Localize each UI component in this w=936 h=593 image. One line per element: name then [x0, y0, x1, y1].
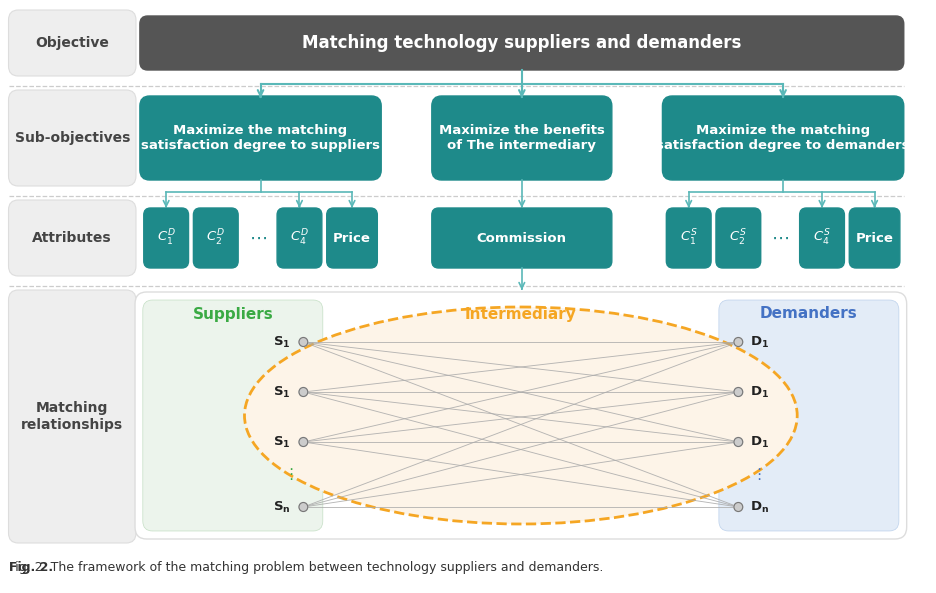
Text: $\vdots$: $\vdots$: [283, 467, 293, 483]
Text: Maximize the matching
satisfaction degree to suppliers: Maximize the matching satisfaction degre…: [141, 124, 380, 152]
Text: Demanders: Demanders: [760, 307, 857, 321]
Circle shape: [299, 337, 308, 346]
FancyBboxPatch shape: [799, 208, 844, 268]
Circle shape: [299, 438, 308, 447]
FancyBboxPatch shape: [8, 10, 136, 76]
Text: $\mathbf{S_1}$: $\mathbf{S_1}$: [273, 384, 291, 400]
FancyBboxPatch shape: [431, 208, 612, 268]
FancyBboxPatch shape: [277, 208, 322, 268]
FancyBboxPatch shape: [8, 90, 136, 186]
Text: $\mathbf{S_n}$: $\mathbf{S_n}$: [273, 499, 291, 515]
Text: $C_2^D$: $C_2^D$: [206, 228, 226, 248]
FancyBboxPatch shape: [139, 96, 381, 180]
Text: Objective: Objective: [36, 36, 110, 50]
Text: Commission: Commission: [476, 231, 567, 244]
FancyBboxPatch shape: [431, 96, 612, 180]
Circle shape: [299, 502, 308, 512]
Text: $\mathbf{S_1}$: $\mathbf{S_1}$: [273, 435, 291, 449]
Text: $\cdots$: $\cdots$: [249, 229, 267, 247]
Text: Sub-objectives: Sub-objectives: [15, 131, 130, 145]
Text: $\mathbf{D_n}$: $\mathbf{D_n}$: [751, 499, 769, 515]
Text: $\mathbf{D_1}$: $\mathbf{D_1}$: [751, 435, 769, 449]
FancyBboxPatch shape: [135, 292, 907, 539]
Text: $C_1^D$: $C_1^D$: [156, 228, 176, 248]
Text: $\cdots$: $\cdots$: [771, 229, 789, 247]
Text: Price: Price: [856, 231, 894, 244]
Ellipse shape: [244, 307, 797, 524]
FancyBboxPatch shape: [327, 208, 377, 268]
Circle shape: [734, 438, 743, 447]
Text: $\vdots$: $\vdots$: [751, 467, 761, 483]
Text: $\mathbf{S_1}$: $\mathbf{S_1}$: [273, 334, 291, 349]
Text: Matching technology suppliers and demanders: Matching technology suppliers and demand…: [302, 34, 741, 52]
Text: Fig. 2. The framework of the matching problem between technology suppliers and d: Fig. 2. The framework of the matching pr…: [8, 562, 603, 575]
Text: $\mathbf{D_1}$: $\mathbf{D_1}$: [751, 384, 769, 400]
FancyBboxPatch shape: [719, 300, 899, 531]
Text: $C_1^S$: $C_1^S$: [680, 228, 697, 248]
Circle shape: [299, 387, 308, 397]
FancyBboxPatch shape: [716, 208, 761, 268]
Text: $C_2^S$: $C_2^S$: [729, 228, 747, 248]
FancyBboxPatch shape: [8, 200, 136, 276]
Text: Fig. 2.: Fig. 2.: [8, 562, 52, 575]
FancyBboxPatch shape: [194, 208, 238, 268]
FancyBboxPatch shape: [849, 208, 899, 268]
Text: Price: Price: [333, 231, 371, 244]
Text: Suppliers: Suppliers: [193, 307, 273, 321]
FancyBboxPatch shape: [8, 290, 136, 543]
FancyBboxPatch shape: [666, 208, 711, 268]
FancyBboxPatch shape: [144, 208, 188, 268]
Text: Maximize the matching
satisfaction degree to demanders: Maximize the matching satisfaction degre…: [656, 124, 910, 152]
Circle shape: [734, 387, 743, 397]
FancyBboxPatch shape: [663, 96, 904, 180]
Text: $C_4^S$: $C_4^S$: [813, 228, 831, 248]
Text: Matching
relationships: Matching relationships: [22, 401, 124, 432]
Text: Maximize the benefits
of The intermediary: Maximize the benefits of The intermediar…: [439, 124, 605, 152]
FancyBboxPatch shape: [139, 16, 904, 70]
Text: $C_4^D$: $C_4^D$: [290, 228, 309, 248]
Text: Intermediary: Intermediary: [465, 307, 577, 321]
Circle shape: [734, 337, 743, 346]
Text: Attributes: Attributes: [33, 231, 112, 245]
FancyBboxPatch shape: [143, 300, 323, 531]
Circle shape: [734, 502, 743, 512]
Text: $\mathbf{D_1}$: $\mathbf{D_1}$: [751, 334, 769, 349]
